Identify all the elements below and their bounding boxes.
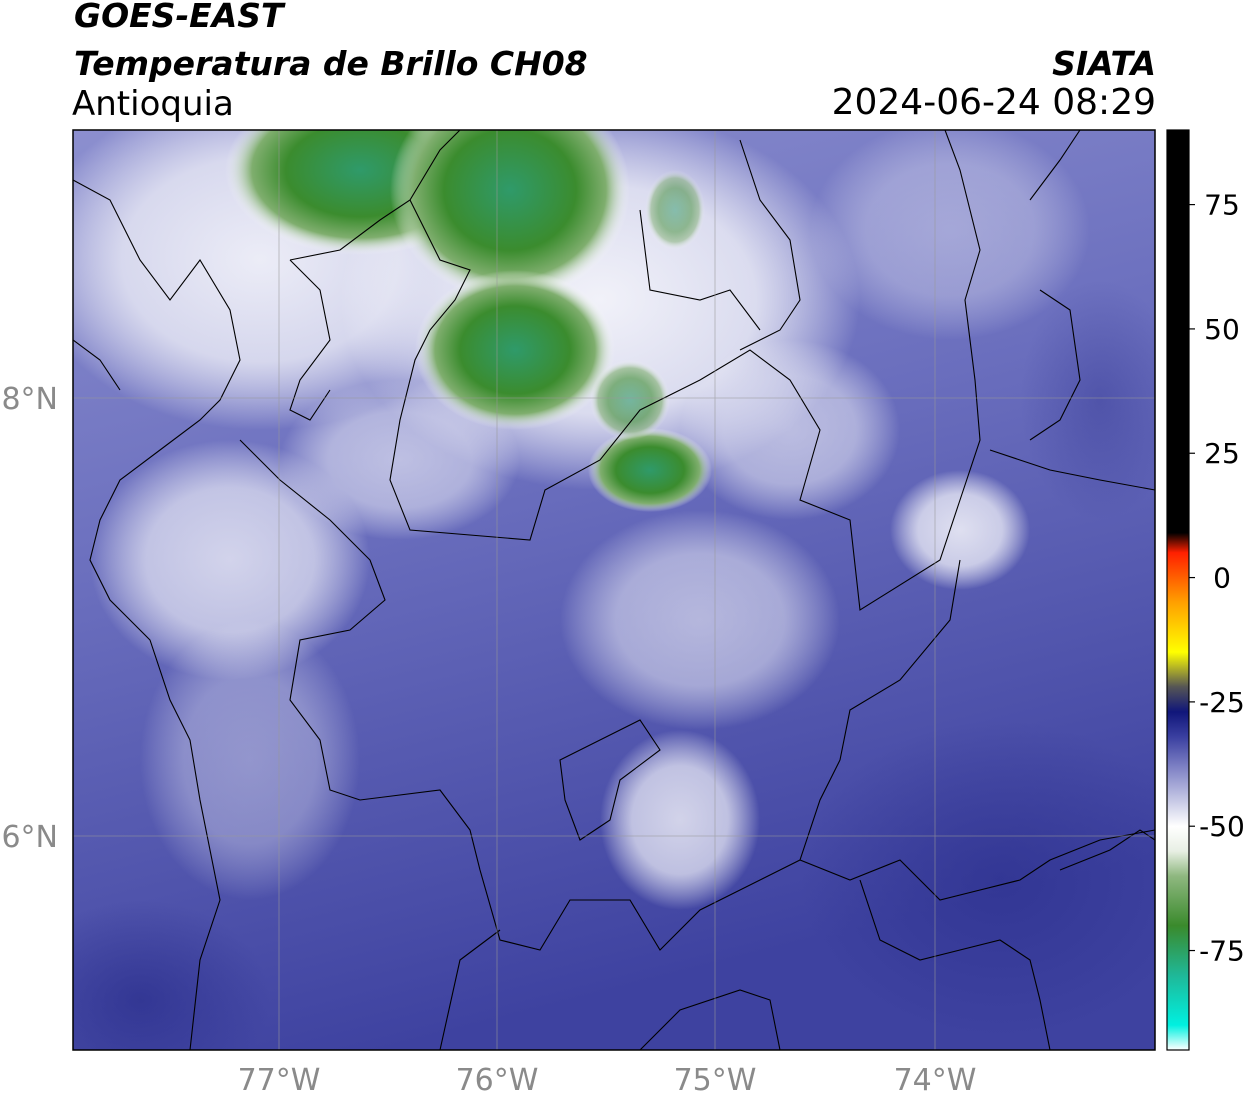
datetime-label: 2024-06-24 08:29 <box>831 82 1156 123</box>
brightness-temperature-field <box>73 130 1155 1050</box>
map-frame <box>72 129 1156 1051</box>
colorbar-frame <box>1166 129 1190 1051</box>
product-title: Temperatura de Brillo CH08 <box>74 44 588 83</box>
political-boundaries <box>73 130 1155 1050</box>
colorbar-tick-label: 0 <box>1213 562 1231 595</box>
lon-label-74w: 74°W <box>894 1063 977 1098</box>
graticule <box>73 130 1155 1050</box>
colorbar-bar <box>1167 130 1189 1050</box>
lon-label-77w: 77°W <box>238 1063 321 1098</box>
satellite-title: GOES-EAST <box>74 0 284 35</box>
colorbar-tick-label: 75 <box>1204 189 1240 222</box>
region-label: Antioquia <box>72 84 234 124</box>
lon-label-76w: 76°W <box>456 1063 539 1098</box>
lon-label-75w: 75°W <box>674 1063 757 1098</box>
colorbar-tick-label: -75 <box>1199 935 1245 968</box>
colorbar-tick-label: 25 <box>1204 437 1240 470</box>
colorbar-tick-label: -25 <box>1199 686 1245 719</box>
lat-label-8n: 8°N <box>1 382 58 417</box>
axis-labels: 8°N 6°N 77°W 76°W 75°W 74°W <box>1 382 976 1098</box>
colorbar-tick-label: -50 <box>1199 810 1245 843</box>
colorbar-tick-label: 50 <box>1204 313 1240 346</box>
lat-label-6n: 6°N <box>1 820 58 855</box>
institution-label: SIATA <box>1052 44 1156 83</box>
colorbar: 75 50 25 0 -25 -50 -75 <box>1166 129 1245 1051</box>
